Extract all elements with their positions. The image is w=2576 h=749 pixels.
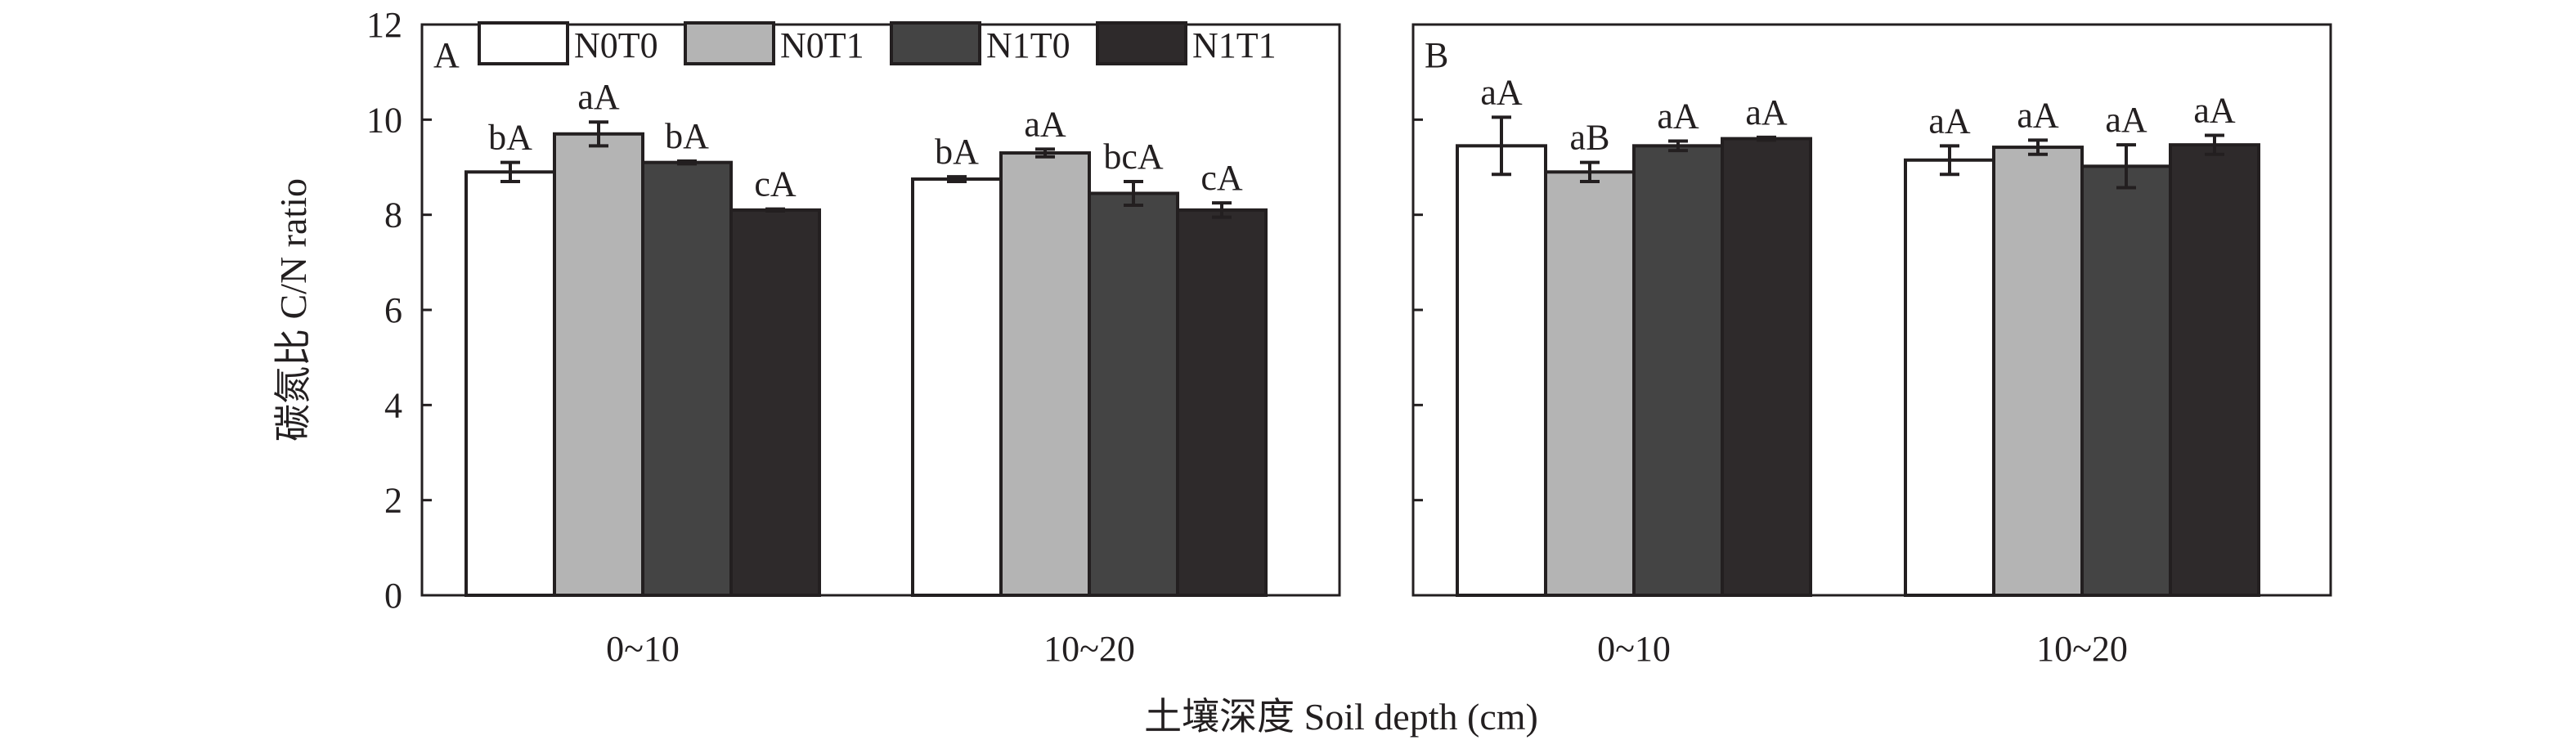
panel-a-bar-n0t1	[999, 151, 1091, 598]
panel-b-significance-label: aA	[1745, 92, 1788, 132]
panel-a-bar-n0t1	[553, 132, 644, 598]
panel-b-significance-label: aA	[1928, 101, 1971, 141]
panel-a-significance-label: bA	[665, 116, 709, 156]
panel-a-significance-label: aA	[1024, 104, 1066, 144]
panel-b-bar-n0t1	[1992, 146, 2084, 597]
panel-b-significance-label: aA	[2193, 91, 2236, 131]
y-tick-label: 6	[384, 290, 402, 330]
panel-a-significance-label: bA	[488, 118, 532, 158]
y-tick-label: 2	[384, 481, 402, 521]
panel-b-bar-n0t0	[1904, 158, 1995, 597]
y-tick-label: 4	[384, 385, 402, 425]
panel-a-x-tick-label: 10~20	[1043, 629, 1135, 669]
panel-b-bar-n1t0	[1632, 144, 1724, 597]
legend-swatch-n0t0	[478, 21, 569, 65]
panel-b-label: B	[1425, 35, 1448, 75]
panel-a-bar-n1t0	[641, 160, 733, 597]
panel-a-bar-n0t0	[464, 170, 556, 598]
panel-a-significance-label: bcA	[1103, 137, 1164, 177]
panel-b-significance-label: aA	[2105, 100, 2147, 140]
panel-b-significance-label: aA	[2017, 95, 2059, 135]
panel-a-bar-n0t0	[911, 177, 1003, 598]
panel-b-bar-n0t1	[1544, 170, 1636, 598]
panel-b-x-tick-label: 10~20	[2036, 629, 2128, 669]
legend-label-n0t0: N0T0	[574, 25, 658, 65]
y-tick-label: 12	[366, 5, 402, 45]
y-tick-label: 8	[384, 195, 402, 235]
panel-a-bar-n1t1	[729, 208, 821, 597]
legend-label-n1t0: N1T0	[986, 25, 1070, 65]
panel-a-significance-label: cA	[1200, 158, 1243, 198]
y-axis-title: 碳氮比 C/N ratio	[272, 178, 314, 442]
panel-b-bar-n1t1	[1721, 137, 1812, 598]
panel-a-significance-label: aA	[577, 77, 620, 117]
legend-swatch-n0t1	[684, 21, 775, 65]
x-axis-title: 土壤深度 Soil depth (cm)	[1144, 696, 1538, 738]
panel-a-x-tick-label: 0~10	[606, 629, 680, 669]
panel-b-significance-label: aA	[1480, 72, 1523, 112]
y-tick-label: 10	[366, 100, 402, 140]
panel-b-bar-n1t1	[2169, 143, 2260, 597]
panel-a-bar-n1t1	[1176, 208, 1268, 597]
panel-a-label: A	[433, 35, 460, 75]
legend-swatch-n1t1	[1096, 21, 1187, 65]
panel-a-significance-label: cA	[754, 164, 797, 204]
panel-a-bar-n1t0	[1088, 191, 1179, 597]
legend-label-n0t1: N0T1	[780, 25, 864, 65]
y-tick-label: 0	[384, 576, 402, 616]
legend-swatch-n1t0	[890, 21, 981, 65]
legend-label-n1t1: N1T1	[1192, 25, 1277, 65]
panel-b-significance-label: aA	[1657, 96, 1699, 137]
panel-b-x-tick-label: 0~10	[1597, 629, 1671, 669]
panel-b-bar-n1t0	[2080, 164, 2172, 597]
panel-a-significance-label: bA	[935, 132, 979, 172]
panel-b-significance-label: aB	[1570, 118, 1610, 158]
panel-b-bar-n0t0	[1456, 144, 1547, 597]
